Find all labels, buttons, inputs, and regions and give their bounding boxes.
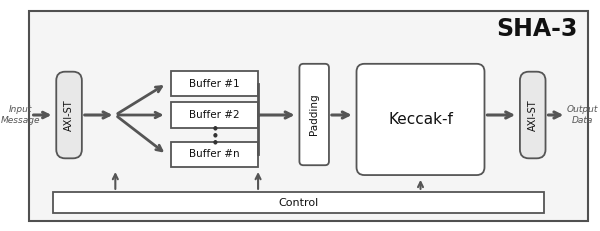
Text: Output
Data: Output Data [566, 105, 598, 125]
Bar [53, 192, 544, 213]
FancyBboxPatch shape [356, 64, 484, 175]
Text: Control: Control [278, 198, 319, 208]
Text: Input
Message: Input Message [1, 105, 41, 125]
FancyBboxPatch shape [56, 72, 82, 158]
Text: SHA-3: SHA-3 [497, 17, 578, 41]
Text: Buffer #1: Buffer #1 [190, 79, 240, 88]
Text: Buffer #2: Buffer #2 [190, 110, 240, 120]
Text: AXI-ST: AXI-ST [528, 99, 538, 131]
Text: Buffer #n: Buffer #n [190, 149, 240, 159]
Text: Padding: Padding [309, 94, 319, 135]
Text: AXI-ST: AXI-ST [64, 99, 74, 131]
Bar [172, 102, 258, 128]
FancyBboxPatch shape [520, 72, 545, 158]
Bar [172, 71, 258, 96]
Bar [172, 142, 258, 167]
Text: Keccak-f: Keccak-f [388, 112, 453, 127]
FancyBboxPatch shape [299, 64, 329, 165]
Text: ●
●
●: ● ● ● [212, 125, 217, 144]
